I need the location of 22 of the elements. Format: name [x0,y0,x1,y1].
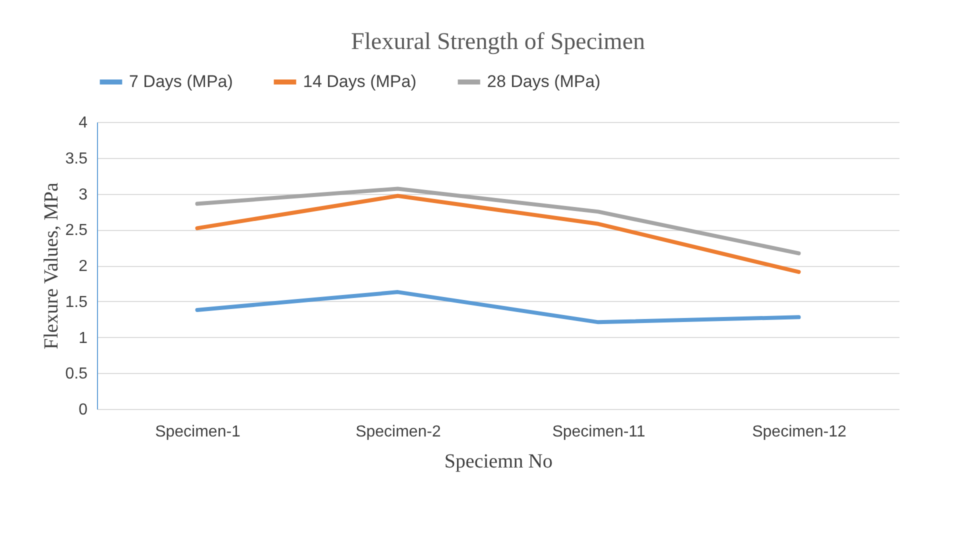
y-tick-label: 0 [78,402,88,418]
y-tick-label: 4 [78,114,88,132]
y-tick-label: 2 [78,258,88,275]
x-tick-label: Specimen-2 [356,424,442,440]
x-tick-label: Specimen-12 [752,424,846,440]
y-tick-label: 3 [78,186,88,204]
line-series [195,290,801,324]
y-tick-label: 2.5 [65,222,88,240]
legend-label: 14 Days (MPa) [303,72,416,91]
y-tick-label: 1.5 [65,294,88,311]
line-series [195,194,801,274]
y-tick-label: 3.5 [65,150,88,168]
line-series [195,186,801,256]
x-axis-title: Speciemn No [444,450,553,472]
y-tick-label: 0.5 [65,366,88,383]
x-tick-label: Specimen-11 [552,424,646,440]
legend-label: 7 Days (MPa) [129,72,233,91]
y-tick-label: 1 [78,330,88,347]
legend-label: 28 Days (MPa) [487,72,600,91]
x-tick-label: Specimen-1 [155,424,241,440]
chart-title: Flexural Strength of Specimen [351,29,645,55]
y-axis-title: Flexure Values, MPa [40,182,62,350]
